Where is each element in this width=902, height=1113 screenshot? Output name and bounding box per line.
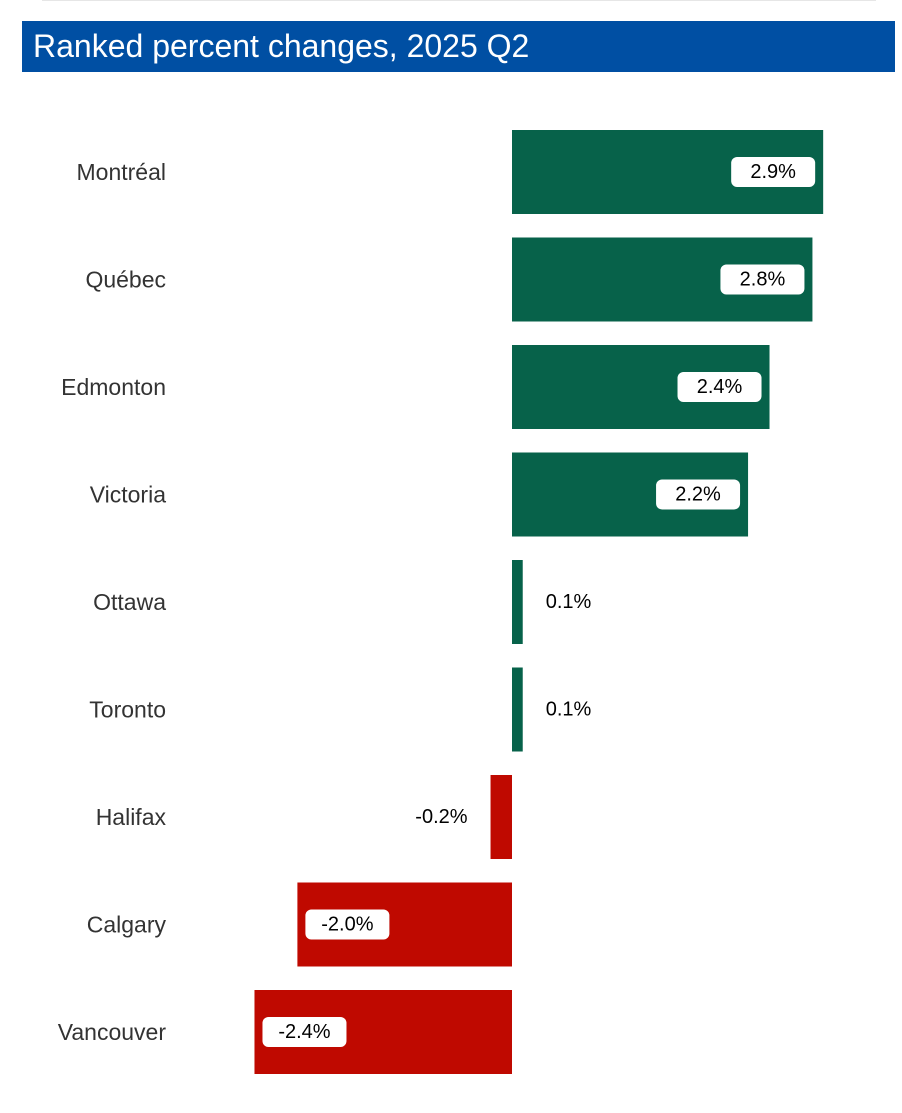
category-label: Montréal (77, 159, 166, 185)
title-banner: Ranked percent changes, 2025 Q2 (22, 21, 895, 72)
value-label: -2.4% (278, 1021, 330, 1043)
value-label: 2.2% (675, 484, 721, 506)
category-label: Edmonton (61, 374, 166, 400)
category-label: Toronto (89, 697, 166, 723)
value-label-box (262, 1017, 347, 1047)
bar (490, 775, 512, 859)
category-label: Québec (85, 267, 166, 293)
value-label: -0.2% (415, 806, 467, 828)
value-label: 0.1% (546, 591, 592, 613)
value-label-box (720, 264, 805, 295)
category-label: Victoria (90, 482, 166, 508)
chart-title: Ranked percent changes, 2025 Q2 (33, 28, 530, 64)
bar (512, 667, 523, 752)
category-label: Calgary (87, 912, 167, 938)
value-label: -2.0% (321, 914, 373, 936)
value-label-box (677, 372, 762, 402)
category-label: Halifax (96, 804, 167, 830)
value-label: 2.4% (697, 376, 743, 398)
value-label-box (656, 479, 741, 510)
value-label: 2.9% (750, 161, 796, 183)
value-label: 2.8% (740, 269, 786, 291)
value-label: 0.1% (546, 699, 592, 721)
value-label-box (305, 909, 390, 940)
category-label: Vancouver (58, 1019, 167, 1045)
top-divider (42, 0, 876, 1)
bar (512, 560, 523, 644)
category-label: Ottawa (93, 589, 166, 615)
value-label-box (731, 157, 816, 187)
